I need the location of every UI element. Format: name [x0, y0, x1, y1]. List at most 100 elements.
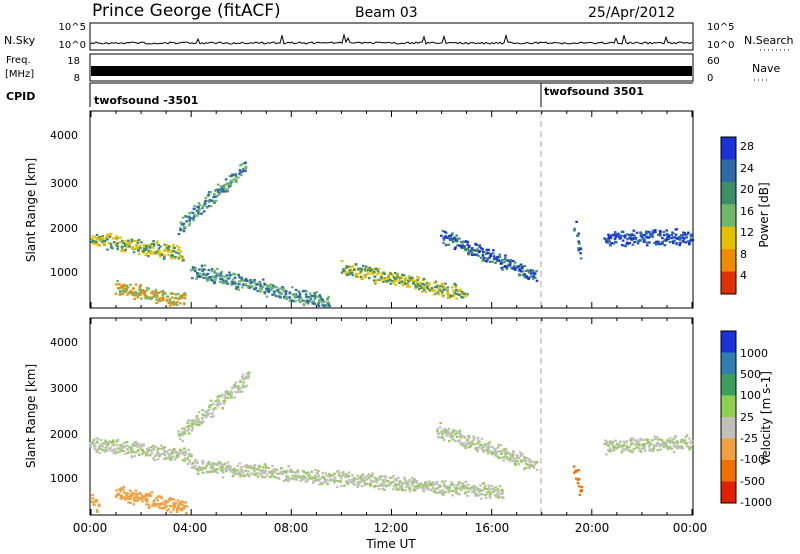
power-cells-cell	[316, 295, 320, 298]
velocity-cbar-tick-500: 500	[740, 368, 761, 381]
velocity-cells-cell	[369, 479, 373, 482]
velocity-cells-cell	[458, 442, 462, 445]
velocity-cells-cell	[628, 446, 631, 449]
velocity-cells-cell	[136, 448, 140, 451]
velocity-cells-cell	[397, 488, 401, 491]
power-cells-cell	[636, 242, 640, 245]
velocity-cells-cell	[636, 441, 640, 444]
power-cells-cell	[470, 251, 474, 254]
power-cells-cell	[416, 275, 419, 278]
velocity-cells-cell	[183, 427, 186, 430]
power-cells-cell	[658, 232, 662, 235]
velocity-cells-cell	[247, 375, 251, 378]
velocity-cells-cell	[98, 443, 102, 446]
velocity-cells-cell	[383, 478, 387, 481]
power-cells-cell	[444, 244, 448, 247]
velocity-cells-cell	[507, 459, 511, 462]
power-cells-cell	[169, 249, 173, 252]
velocity-cells-cell	[183, 432, 187, 435]
velocity-cells-cell	[652, 447, 656, 450]
velocity-cells-cell	[520, 459, 523, 462]
power-cells-cell	[106, 248, 109, 251]
velocity-cells-cell	[499, 444, 503, 447]
velocity-cells-cell	[488, 441, 491, 444]
power-cells-cell	[265, 287, 268, 290]
velocity-cells-cell	[408, 490, 412, 493]
power-cells-cell	[645, 244, 649, 247]
velocity-cells-cell	[122, 491, 126, 494]
power-cells-cell	[129, 283, 132, 286]
power-cells-cell	[467, 250, 471, 253]
power-cells-cell	[489, 252, 493, 256]
velocity-cells-cell	[386, 479, 390, 483]
power-cells-cell	[492, 252, 495, 255]
velocity-cells-cell	[119, 446, 122, 450]
power-cells-cell	[467, 246, 471, 249]
velocity-cells-cell	[234, 470, 238, 473]
power-cells-cell	[607, 233, 610, 236]
power-cells-cell	[392, 282, 395, 285]
velocity-cells-cell	[92, 443, 96, 446]
power-cells-cell	[159, 299, 162, 302]
power-cells-cell	[632, 229, 636, 232]
velocity-cells-cell	[623, 448, 627, 451]
velocity-cells-cell	[160, 452, 164, 456]
velocity-cells-cell	[644, 449, 647, 452]
velocity-cells-cell	[432, 484, 435, 487]
velocity-cells-cell	[141, 449, 145, 452]
velocity-cells-cell	[306, 479, 310, 482]
velocity-cells-cell	[182, 501, 185, 504]
velocity-cells-cell	[206, 409, 209, 412]
power-cells-cell	[266, 285, 270, 288]
velocity-cells-cell	[481, 489, 484, 492]
power-cells-cell	[462, 240, 465, 243]
velocity-cells-cell	[608, 447, 612, 450]
power-cells-cell	[108, 235, 112, 238]
power-cells-cell	[239, 170, 242, 173]
power-cells-cell	[175, 245, 179, 248]
velocity-cells-cell	[161, 507, 165, 510]
power-cells-cell	[648, 230, 651, 234]
velocity-cells-cell	[201, 462, 205, 465]
power-cells-cell	[122, 283, 126, 286]
velocity-cells-cell	[173, 458, 177, 461]
power-cells-cell	[467, 253, 471, 256]
power-cells-cell	[451, 239, 454, 242]
power-cells-cell	[294, 300, 297, 303]
velocity-cells-cell	[608, 450, 611, 453]
velocity-cells-cell	[454, 433, 458, 436]
velocity-cells-cell	[274, 468, 278, 471]
power-cells-cell	[519, 263, 523, 266]
power-cells-cell	[145, 246, 149, 249]
power-cells-cell	[109, 233, 112, 237]
power-cells-cell	[419, 284, 422, 287]
power-cells-cell	[449, 236, 453, 239]
power-cells-cell	[682, 231, 685, 234]
velocity-cells-cell	[444, 491, 447, 494]
power-cells-cell	[458, 293, 461, 296]
velocity-cells-cell	[194, 423, 197, 426]
power-cells-cell	[254, 287, 258, 290]
power-cells-cell	[412, 279, 416, 282]
power-cells-cell	[165, 299, 169, 302]
power-cells-cell	[230, 175, 233, 178]
velocity-cells-cell	[157, 495, 160, 498]
power-cells-cell	[142, 250, 145, 253]
power-cells-cell	[642, 240, 646, 243]
velocity-cells-cell	[360, 485, 364, 488]
velocity-cells-cell	[160, 497, 163, 500]
power-cells-cell	[143, 247, 146, 250]
power-cells-cell	[116, 242, 119, 245]
velocity-cells-cell	[136, 497, 139, 500]
power-cells-cell	[231, 173, 235, 176]
velocity-cells-cell	[473, 436, 476, 439]
power-cells-cell	[95, 238, 99, 241]
power-cells-cell	[454, 246, 457, 249]
power-cells-cell	[447, 293, 450, 296]
power-cells-cell	[195, 277, 198, 280]
power-cells-cell	[282, 287, 286, 290]
velocity-cells-cell	[239, 475, 242, 478]
power-cells-cell	[344, 267, 347, 270]
power-cells-cell	[682, 237, 686, 240]
velocity-cells-cell	[491, 445, 494, 448]
